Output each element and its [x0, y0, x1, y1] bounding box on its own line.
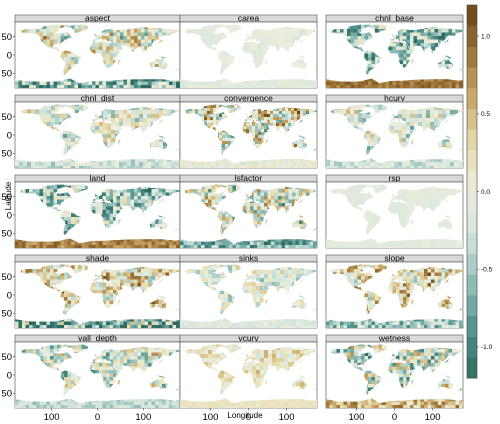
panel-title-hcurv: hcurv — [384, 93, 406, 103]
panel-title-lsfactor: lsfactor — [235, 173, 263, 183]
panel-rsp: rsp — [325, 173, 464, 249]
colorbar-tick-label: 0.0 — [481, 189, 490, 196]
x-tick-label: 0 — [95, 412, 100, 423]
x-tick-label: 100 — [279, 412, 295, 423]
colorbar-bin — [467, 25, 477, 47]
y-tick-label: 0 — [7, 290, 12, 301]
colorbar-bin — [467, 191, 477, 213]
panel-title-rsp: rsp — [389, 173, 401, 183]
x-tick-label: 0 — [392, 412, 397, 423]
y-tick-label: 50 — [1, 309, 12, 320]
colorbar: 1.0 0.5 0.0 -0.5 -1.0 — [466, 4, 493, 379]
panel-lsfactor: lsfactor — [179, 173, 318, 249]
colorbar-bin — [467, 108, 477, 130]
y-tick-label: 0 — [7, 130, 12, 141]
colorbar-bin — [467, 67, 477, 89]
panel-carea: carea — [179, 13, 318, 89]
y-tick-label: 0 — [7, 210, 12, 221]
panel-convergence: convergence — [179, 93, 318, 169]
colorbar-bin — [467, 212, 477, 234]
colorbar-bin — [467, 253, 477, 275]
x-tick-label: 100 — [349, 412, 365, 423]
panel-title-carea: carea — [238, 13, 260, 23]
x-axis-title: Longitude — [227, 411, 263, 420]
colorbar-bin — [467, 232, 477, 255]
x-tick-label: 100 — [203, 412, 219, 423]
panel-vcurv: vcurv 100 0 100 — [179, 333, 318, 423]
y-tick-label: 50 — [1, 192, 12, 203]
y-tick-label: 50 — [1, 272, 12, 283]
panel-title-vcurv: vcurv — [238, 333, 259, 343]
y-tick-label: 50 — [1, 149, 12, 160]
panel-shade: shade 50 0 50 — [1, 253, 181, 329]
y-tick-label: 50 — [1, 32, 12, 43]
panel-title-aspect: aspect — [85, 13, 111, 23]
colorbar-tick-label: -0.5 — [481, 267, 493, 274]
y-tick-label: 50 — [1, 229, 12, 240]
x-tick-label: 100 — [425, 412, 441, 423]
colorbar-bin — [467, 46, 477, 68]
x-tick-label: 100 — [44, 412, 60, 423]
panel-sinks: sinks — [179, 253, 318, 329]
y-tick-label: 0 — [7, 370, 12, 381]
panel-chnl-base: chnl_base — [325, 13, 464, 89]
y-tick-label: 0 — [7, 50, 12, 61]
colorbar-bin — [467, 5, 477, 27]
y-tick-label: 50 — [1, 352, 12, 363]
panel-aspect: aspect 50 0 50 — [1, 13, 181, 89]
panel-title-vall-depth: vall_depth — [78, 333, 117, 343]
colorbar-bin — [467, 129, 477, 151]
colorbar-tick-label: 1.0 — [481, 33, 490, 40]
panel-title-chnl-dist: chnl_dist — [81, 93, 115, 103]
colorbar-bin — [467, 295, 477, 317]
panel-title-sinks: sinks — [239, 253, 258, 263]
colorbar-tick-label: 0.5 — [481, 111, 490, 118]
panel-wetness: wetness 100 0 100 — [325, 333, 464, 423]
panel-land: land 50 0 50 — [1, 173, 181, 249]
y-tick-label: 50 — [1, 389, 12, 400]
panel-vall-depth: vall_depth 50 0 50 100 0 100 — [1, 333, 181, 423]
colorbar-bin — [467, 150, 477, 172]
panel-slope: slope — [325, 253, 464, 329]
colorbar-bin — [467, 315, 477, 337]
y-tick-label: 50 — [1, 112, 12, 123]
y-tick-label: 50 — [1, 69, 12, 80]
y-axis-title: Latitude — [4, 181, 13, 210]
panel-title-land: land — [89, 173, 105, 183]
panel-hcurv: hcurv — [325, 93, 464, 169]
colorbar-bin — [467, 170, 477, 192]
panel-title-convergence: convergence — [224, 93, 273, 103]
colorbar-bin — [467, 274, 477, 296]
colorbar-bin — [467, 87, 477, 110]
panel-title-slope: slope — [384, 253, 405, 263]
x-tick-label: 0 — [246, 412, 251, 423]
colorbar-bin — [467, 336, 477, 358]
panel-title-chnl-base: chnl_base — [375, 13, 414, 23]
colorbar-tick-label: -1.0 — [481, 344, 493, 351]
x-tick-label: 100 — [135, 412, 151, 423]
colorbar-bin — [467, 357, 477, 379]
panel-title-wetness: wetness — [378, 333, 410, 343]
panel-title-shade: shade — [86, 253, 109, 263]
panel-chnl-dist: chnl_dist 50 0 50 — [1, 93, 181, 169]
